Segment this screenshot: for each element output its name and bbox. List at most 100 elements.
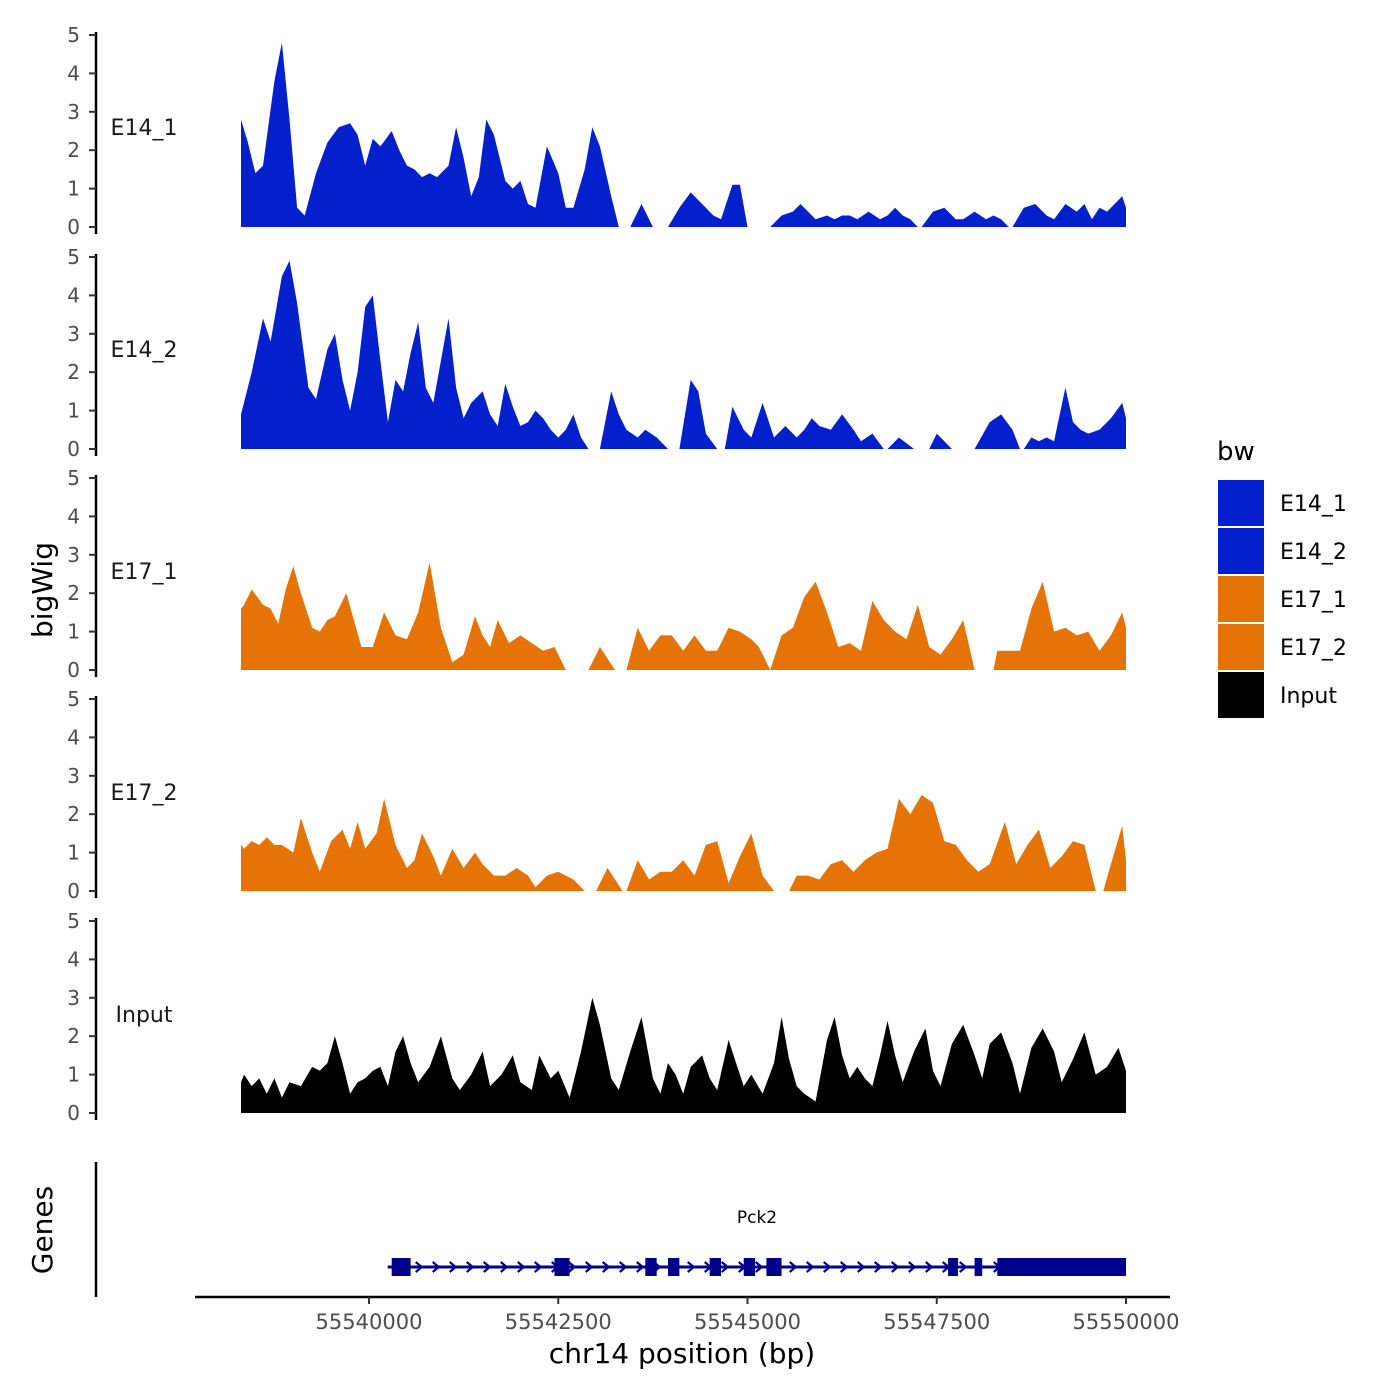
strand-arrow: [517, 1261, 526, 1273]
gene-exon: [948, 1258, 958, 1276]
y-tick-label: 0: [67, 1101, 80, 1125]
genes-panel: Genes Pck2: [26, 1162, 1126, 1297]
y-tick-label: 3: [67, 543, 80, 567]
coverage-area-E17_1-0: [241, 558, 566, 670]
strand-arrow: [432, 1261, 441, 1273]
strand-arrow: [534, 1261, 543, 1273]
legend-swatch: [1218, 528, 1264, 574]
y-tick-label: 0: [67, 658, 80, 682]
strand-arrow: [789, 1261, 798, 1273]
coverage-area-E17_2-2: [626, 833, 774, 891]
gene-model: [387, 1258, 1126, 1276]
y-tick-label: 1: [67, 620, 80, 644]
y-tick-label: 3: [67, 100, 80, 124]
coverage-area-E14_1-3: [770, 204, 918, 227]
legend-swatch: [1218, 672, 1264, 718]
coverage-area-E17_2-3: [789, 795, 1096, 891]
gene-exon: [743, 1258, 756, 1276]
x-tick-label: 55547500: [883, 1310, 990, 1334]
coverage-area-Input-0: [241, 997, 1126, 1113]
strand-arrow: [925, 1261, 934, 1273]
track-label: Input: [116, 1003, 173, 1028]
y-tick-label: 2: [67, 581, 80, 605]
gene-exon: [645, 1258, 657, 1276]
y-tick-label: 3: [67, 322, 80, 346]
y-tick-label: 0: [67, 437, 80, 461]
track-label: E17_1: [111, 560, 178, 585]
x-tick-label: 55545000: [694, 1310, 801, 1334]
strand-arrow: [823, 1261, 832, 1273]
strand-arrow: [415, 1261, 424, 1273]
strand-arrow: [602, 1261, 611, 1273]
strand-arrow: [755, 1261, 764, 1273]
strand-arrow: [483, 1261, 492, 1273]
coverage-area-E14_2-0: [241, 260, 589, 449]
y-tick-label: 1: [67, 177, 80, 201]
y-tick-label: 2: [67, 1024, 80, 1048]
strand-arrow: [585, 1261, 594, 1273]
coverage-area-E14_2-3: [724, 402, 884, 449]
gene-exon: [974, 1258, 983, 1276]
track-E14_2: 0 1 2 3 4 5 E14_2: [67, 245, 1126, 461]
strand-arrow: [568, 1261, 577, 1273]
legend-swatch: [1218, 624, 1264, 670]
strand-arrow: [636, 1261, 645, 1273]
legend-label: E17_1: [1280, 588, 1347, 613]
coverage-area-E17_1-3: [993, 581, 1126, 670]
coverage-area-E14_1-0: [241, 42, 619, 228]
strand-arrow: [619, 1261, 628, 1273]
y-tick-label: 1: [67, 841, 80, 865]
x-tick-label: 55540000: [316, 1310, 423, 1334]
y-tick-label: 2: [67, 138, 80, 162]
gene-exon: [766, 1258, 782, 1276]
y-tick-label: 2: [67, 802, 80, 826]
y-tick-label: 4: [67, 504, 80, 528]
track-Input: 0 1 2 3 4 5 Input: [67, 909, 1126, 1125]
strand-arrow: [721, 1261, 730, 1273]
legend-swatch: [1218, 480, 1264, 526]
y-tick-label: 4: [67, 61, 80, 85]
gene-exon: [668, 1258, 680, 1276]
coverage-area-E17_1-2: [626, 581, 975, 670]
y-tick-label: 5: [67, 245, 80, 269]
coverage-area-E14_1-4: [921, 207, 1009, 227]
legend: bw E14_1 E14_2 E17_1 E17_2 Input: [1217, 437, 1347, 718]
coverage-area-E17_1-1: [588, 647, 615, 670]
legend-label: E14_1: [1280, 492, 1347, 517]
coverage-area-E14_2-6: [974, 414, 1020, 449]
y-tick-label: 3: [67, 986, 80, 1010]
x-tick-label: 55542500: [505, 1310, 612, 1334]
gene-name-label: Pck2: [737, 1208, 777, 1228]
coverage-area-E14_2-4: [887, 437, 914, 449]
y-tick-label: 5: [67, 466, 80, 490]
y-tick-label: 0: [67, 879, 80, 903]
strand-arrow: [687, 1261, 696, 1273]
strand-arrow: [466, 1261, 475, 1273]
y-tick-label: 1: [67, 1063, 80, 1087]
strand-arrow: [908, 1261, 917, 1273]
track-E17_1: 0 1 2 3 4 5 E17_1: [67, 466, 1126, 682]
coverage-area-E14_1-5: [1012, 184, 1126, 227]
strand-arrow: [874, 1261, 883, 1273]
y-tick-label: 0: [67, 215, 80, 239]
coverage-area-E17_2-0: [241, 772, 585, 891]
strand-arrow: [959, 1261, 968, 1273]
strand-arrow: [806, 1261, 815, 1273]
y-tick-label: 5: [67, 909, 80, 933]
coverage-area-E14_2-2: [679, 379, 718, 449]
strand-arrow: [500, 1261, 509, 1273]
coverage-area-E14_1-1: [630, 204, 653, 227]
legend-entries: E14_1 E14_2 E17_1 E17_2 Input: [1218, 480, 1347, 718]
x-tick-label: 55550000: [1073, 1310, 1180, 1334]
tracks-area: 0 1 2 3 4 5 E14_1 0 1 2 3 4 5 E14_2 0 1 2 3 4 5 E17_1 0 1 2 3 4 5 E…: [67, 23, 1126, 1125]
gene-exon: [997, 1258, 1126, 1276]
strand-arrow: [857, 1261, 866, 1273]
track-label: E17_2: [111, 781, 178, 806]
y-tick-label: 2: [67, 360, 80, 384]
y-tick-label: 5: [67, 687, 80, 711]
track-label: E14_2: [111, 338, 178, 363]
genes-panel-label: Genes: [26, 1186, 59, 1274]
strand-arrow: [840, 1261, 849, 1273]
y-tick-label: 1: [67, 399, 80, 423]
